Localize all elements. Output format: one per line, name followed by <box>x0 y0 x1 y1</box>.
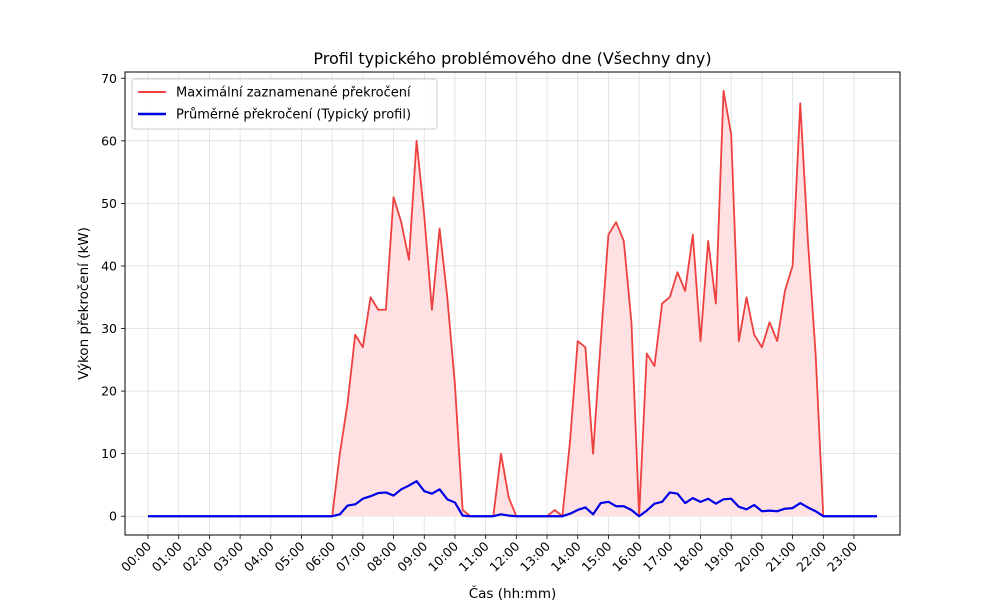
legend: Maximální zaznamenané překročení Průměrn… <box>131 78 438 130</box>
y-tick-label: 50 <box>101 196 117 211</box>
y-tick-label: 0 <box>109 509 117 524</box>
y-tick-label: 20 <box>101 384 117 399</box>
plot-frame <box>124 71 901 536</box>
series-layer <box>148 89 877 518</box>
chart-title: Profil typického problémového dne (Všech… <box>313 49 711 68</box>
y-tick-label: 30 <box>101 321 117 336</box>
fill-area-layer <box>148 90 877 517</box>
y-tick-label: 10 <box>101 446 117 461</box>
legend-label-max: Maximální zaznamenané překročení <box>176 86 411 101</box>
y-axis-ticks: 0 10 20 30 40 50 60 70 <box>101 71 125 524</box>
y-tick-label: 40 <box>101 258 117 273</box>
max-fill-area <box>148 90 877 517</box>
legend-label-avg: Průměrné překročení (Typický profil) <box>176 108 411 123</box>
x-axis-label: Čas (hh:mm) <box>469 584 557 600</box>
series-line-avg <box>148 480 877 518</box>
legend-box <box>131 78 438 130</box>
y-axis-label: Výkon překročení (kW) <box>76 227 92 380</box>
y-tick-label: 60 <box>101 133 117 148</box>
y-tick-label: 70 <box>101 71 117 86</box>
